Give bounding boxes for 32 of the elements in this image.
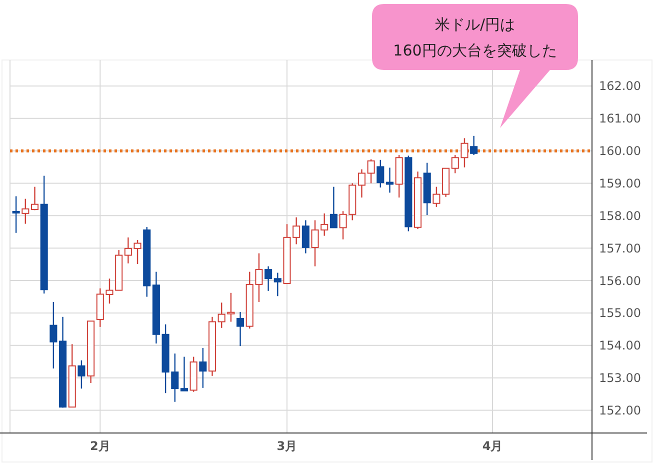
candlestick xyxy=(180,356,188,392)
y-tick-label: 155.00 xyxy=(599,306,641,320)
candlestick xyxy=(367,158,375,184)
candlestick xyxy=(376,159,384,188)
y-tick-label: 162.00 xyxy=(599,79,641,94)
x-tick-label: 2月 xyxy=(90,439,110,453)
text: 米ドル/円は 160円の大台を突破した xyxy=(393,15,557,60)
y-tick-label: 152.00 xyxy=(599,403,641,418)
candlestick xyxy=(302,220,310,254)
y-tick-label: 154.00 xyxy=(599,338,641,353)
y-tick-label: 159.00 xyxy=(599,176,641,190)
candlestick xyxy=(199,347,207,389)
candlestick xyxy=(470,135,478,156)
y-tick-label: 161.00 xyxy=(599,112,641,126)
x-tick-label: 4月 xyxy=(482,439,503,453)
y-tick-label: 157.00 xyxy=(599,241,641,256)
candlestick xyxy=(30,186,39,211)
x-tick-label: 3月 xyxy=(276,439,298,453)
candlestick xyxy=(274,272,282,297)
candlestick xyxy=(78,360,86,390)
candlestick xyxy=(330,186,338,228)
candlestick xyxy=(358,168,366,198)
candlestick xyxy=(236,311,244,347)
y-tick-label: 156.00 xyxy=(599,274,641,288)
candlestick xyxy=(50,301,58,370)
y-tick-label: 158.00 xyxy=(599,208,641,223)
candlestick xyxy=(264,266,272,292)
y-tick-label: 153.00 xyxy=(599,371,641,386)
y-tick-label: 160.00 xyxy=(599,144,641,158)
candlestick xyxy=(432,186,440,208)
candlestick xyxy=(22,198,30,224)
candlestick xyxy=(12,196,20,234)
